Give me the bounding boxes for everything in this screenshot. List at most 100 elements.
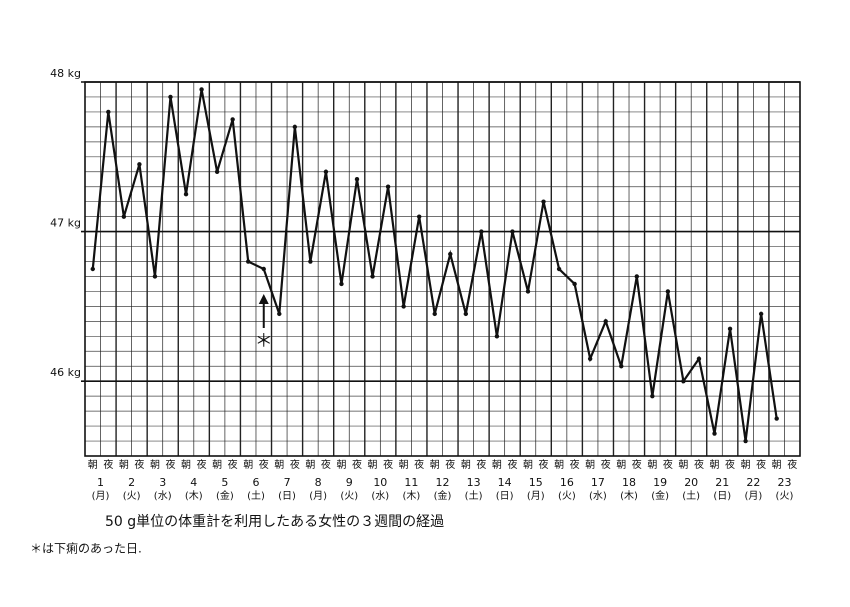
- x-tick-label: 朝: [399, 459, 409, 471]
- weekday-label: (木): [620, 490, 638, 502]
- point: [681, 379, 686, 384]
- day-label: 9: [346, 476, 353, 489]
- point: [261, 266, 266, 272]
- weekday-label: (日): [713, 491, 731, 502]
- day-label: 12: [436, 476, 450, 489]
- point: [650, 393, 655, 399]
- note: ＊は下痢のあった日.: [30, 541, 142, 556]
- y-tick-label: 47 kg: [50, 217, 81, 230]
- day-label: 23: [777, 476, 791, 489]
- caption: 50 g単位の体重計を利用したある女性の３週間の経過: [105, 513, 444, 530]
- weekday-label: (火): [558, 490, 576, 502]
- point: [385, 184, 391, 189]
- x-tick-label: 朝: [368, 459, 378, 471]
- x-tick-label: 夜: [352, 458, 362, 471]
- weekday-label: (水): [371, 490, 389, 502]
- point: [479, 229, 484, 234]
- point: [619, 364, 624, 369]
- point: [712, 431, 717, 436]
- point: [696, 356, 702, 361]
- weekday-label: (金): [216, 489, 234, 502]
- day-label: 6: [252, 476, 259, 489]
- point: [743, 438, 748, 444]
- point: [510, 229, 515, 234]
- x-tick-label: 夜: [383, 458, 393, 471]
- x-tick-label: 夜: [228, 458, 238, 471]
- point: [401, 304, 406, 309]
- x-tick-label: 朝: [88, 459, 98, 471]
- weekday-label: (土): [465, 489, 483, 502]
- x-tick-label: 夜: [321, 458, 331, 471]
- point: [121, 214, 127, 219]
- day-label: 11: [404, 476, 418, 489]
- x-tick-label: 夜: [445, 458, 455, 471]
- weekday-label: (土): [247, 489, 265, 502]
- weekday-label: (金): [434, 489, 452, 502]
- x-tick-label: 朝: [119, 459, 129, 471]
- point: [137, 162, 142, 167]
- x-tick-label: 朝: [461, 459, 471, 471]
- day-label: 2: [128, 476, 135, 489]
- weekday-label: (日): [496, 491, 514, 502]
- point: [494, 334, 500, 339]
- point: [308, 259, 313, 264]
- day-label: 20: [684, 476, 698, 489]
- point: [448, 251, 453, 257]
- point: [106, 109, 111, 115]
- x-tick-label: 夜: [725, 458, 735, 471]
- point: [416, 214, 422, 219]
- day-label: 8: [315, 476, 322, 489]
- day-label: 22: [746, 476, 760, 489]
- x-tick-label: 朝: [212, 459, 222, 471]
- weekday-label: (木): [403, 490, 421, 502]
- weekday-label: (月): [92, 490, 110, 502]
- weekday-label: (水): [154, 490, 172, 502]
- point: [774, 416, 779, 421]
- x-tick-label: 朝: [336, 459, 346, 471]
- weekday-label: (木): [185, 490, 203, 502]
- day-label: 19: [653, 476, 667, 489]
- point: [277, 311, 282, 317]
- day-label: 5: [221, 476, 228, 489]
- point: [292, 124, 298, 130]
- x-tick-label: 夜: [632, 458, 642, 471]
- point: [587, 356, 593, 361]
- weekday-label: (月): [744, 490, 762, 502]
- x-tick-label: 夜: [259, 458, 269, 471]
- x-tick-label: 夜: [290, 458, 300, 471]
- weekday-label: (火): [123, 490, 141, 502]
- day-label: 16: [560, 476, 574, 489]
- x-tick-label: 夜: [134, 458, 144, 471]
- x-tick-label: 朝: [492, 459, 502, 471]
- point: [183, 192, 189, 197]
- day-label: 18: [622, 476, 636, 489]
- x-tick-label: 夜: [197, 458, 207, 471]
- x-tick-label: 朝: [243, 459, 253, 471]
- point: [525, 289, 531, 294]
- x-tick-label: 朝: [741, 459, 751, 471]
- day-label: 21: [715, 476, 729, 489]
- weekday-label: (土): [682, 489, 700, 502]
- point: [168, 94, 173, 100]
- point: [354, 177, 360, 182]
- x-tick-label: 夜: [756, 458, 766, 471]
- x-tick-label: 朝: [616, 459, 626, 471]
- x-tick-label: 夜: [165, 458, 175, 471]
- day-label: 7: [284, 476, 291, 489]
- weekday-label: (金): [651, 489, 669, 502]
- weekday-label: (月): [309, 490, 327, 502]
- x-tick-label: 朝: [554, 459, 564, 471]
- point: [339, 281, 344, 287]
- point: [603, 319, 608, 324]
- weekday-label: (火): [340, 490, 358, 502]
- x-tick-label: 朝: [710, 459, 720, 471]
- x-tick-label: 夜: [694, 458, 704, 471]
- day-label: 4: [190, 476, 197, 489]
- x-tick-label: 朝: [647, 459, 657, 471]
- day-label: 1: [97, 476, 104, 489]
- weekday-label: (水): [589, 490, 607, 502]
- point: [323, 169, 329, 174]
- weekday-label: (火): [776, 490, 794, 502]
- x-tick-label: 夜: [103, 458, 113, 471]
- point: [246, 259, 251, 264]
